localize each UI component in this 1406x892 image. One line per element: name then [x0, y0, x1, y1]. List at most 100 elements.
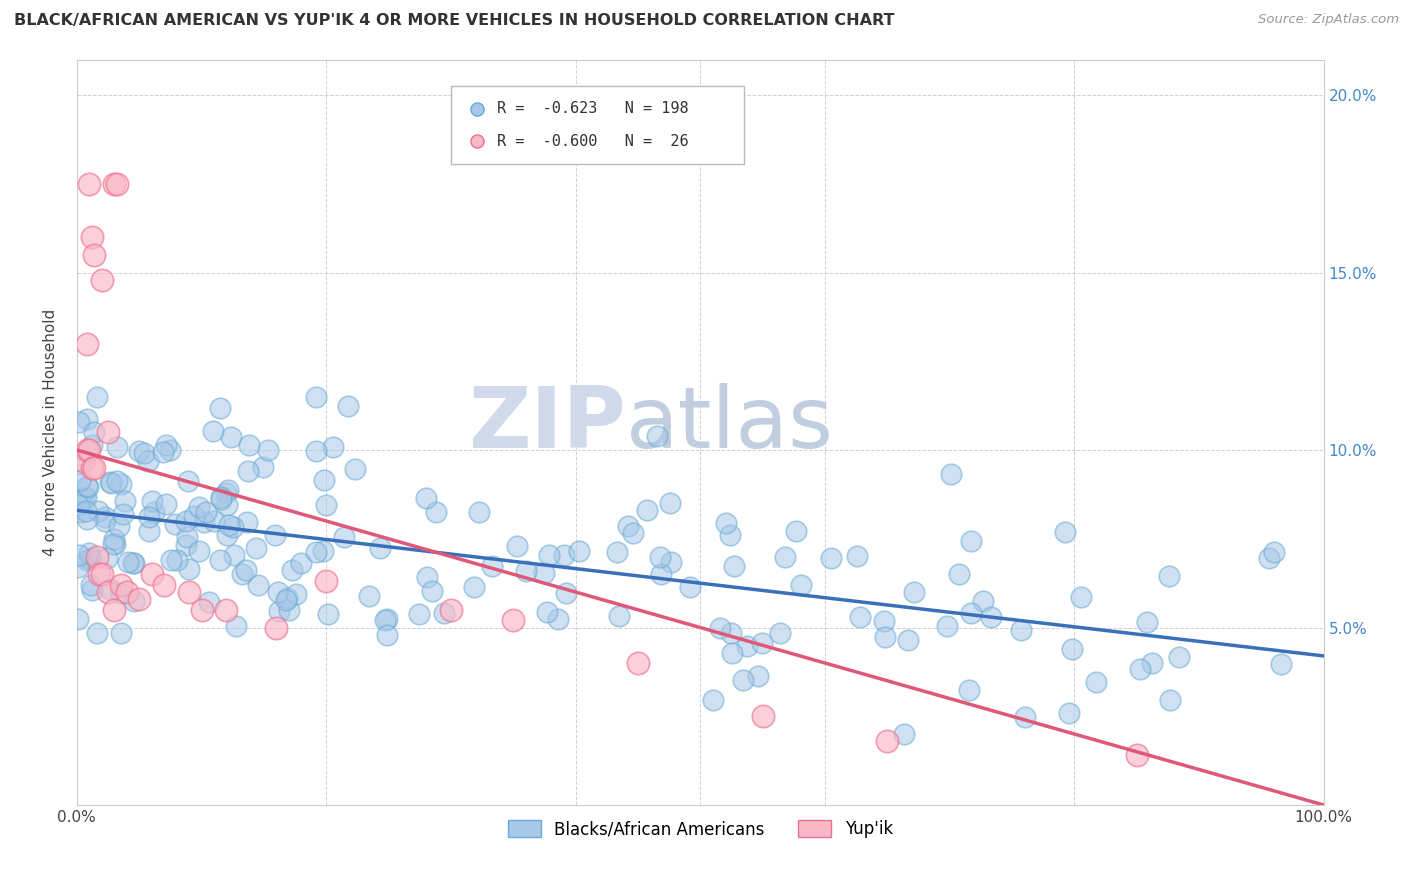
Point — [166, 553, 188, 567]
Point — [222, 520, 245, 534]
Point — [174, 538, 197, 552]
Point — [1159, 693, 1181, 707]
Point — [76, 479, 98, 493]
Point — [1125, 748, 1147, 763]
Point — [515, 564, 537, 578]
Point — [659, 555, 682, 569]
Point — [69, 505, 91, 519]
Point — [266, 621, 288, 635]
Point — [606, 545, 628, 559]
Point — [86, 625, 108, 640]
Point — [79, 443, 101, 458]
Point — [374, 613, 396, 627]
Point — [849, 610, 872, 624]
Point — [415, 491, 437, 505]
Point — [235, 563, 257, 577]
Point — [1258, 551, 1281, 566]
Point — [76, 512, 98, 526]
Point — [80, 583, 103, 598]
Text: R =  -0.600   N =  26: R = -0.600 N = 26 — [498, 134, 689, 149]
Point — [1129, 662, 1152, 676]
Point — [568, 544, 591, 558]
Point — [80, 550, 103, 565]
Point — [658, 496, 681, 510]
Point — [314, 473, 336, 487]
Point — [94, 514, 117, 528]
Point — [621, 525, 644, 540]
Point — [217, 483, 239, 497]
Point — [941, 467, 963, 481]
Point — [90, 273, 112, 287]
Point — [731, 673, 754, 687]
Point — [141, 567, 163, 582]
Point — [67, 498, 90, 512]
Point — [1168, 649, 1191, 664]
Point — [83, 425, 105, 439]
Point — [219, 430, 242, 444]
Point — [463, 580, 485, 594]
Point — [136, 454, 159, 468]
Point — [315, 574, 337, 589]
Point — [481, 559, 503, 574]
Point — [79, 551, 101, 566]
Point — [75, 504, 97, 518]
Point — [190, 603, 212, 617]
Point — [702, 693, 724, 707]
Point — [337, 399, 360, 413]
Point — [215, 603, 238, 617]
Point — [735, 640, 758, 654]
Point — [141, 493, 163, 508]
Point — [276, 591, 298, 606]
Point — [93, 509, 115, 524]
Point — [215, 498, 238, 512]
Legend: Blacks/African Americans, Yup'ik: Blacks/African Americans, Yup'ik — [501, 814, 900, 845]
Point — [103, 603, 125, 617]
Point — [440, 603, 463, 617]
Point — [266, 584, 288, 599]
Point — [714, 516, 737, 530]
Point — [721, 646, 744, 660]
Point — [90, 567, 112, 582]
Point — [177, 562, 200, 576]
Point — [278, 603, 301, 617]
Point — [547, 612, 569, 626]
Point — [751, 636, 773, 650]
Point — [122, 594, 145, 608]
Point — [1060, 641, 1083, 656]
Point — [80, 230, 103, 244]
Point — [187, 544, 209, 558]
Point — [155, 497, 177, 511]
Point — [1070, 590, 1092, 604]
Point — [67, 560, 90, 574]
Point — [110, 477, 132, 491]
Point — [214, 486, 236, 500]
Point — [769, 625, 792, 640]
Point — [533, 566, 555, 580]
Point — [82, 438, 104, 452]
Point — [1057, 706, 1080, 720]
Text: R =  -0.623   N = 198: R = -0.623 N = 198 — [498, 101, 689, 116]
Point — [110, 578, 132, 592]
Point — [183, 509, 205, 524]
FancyBboxPatch shape — [451, 86, 744, 164]
Point — [101, 536, 124, 550]
Point — [747, 669, 769, 683]
Point — [957, 683, 980, 698]
Point — [936, 618, 959, 632]
Point — [1270, 657, 1292, 671]
Point — [773, 549, 796, 564]
Point — [972, 594, 994, 608]
Point — [333, 530, 356, 544]
Point — [785, 524, 807, 539]
Point — [202, 514, 225, 528]
Point — [193, 516, 215, 530]
Point — [215, 528, 238, 542]
Point — [159, 442, 181, 457]
Point — [305, 443, 328, 458]
Point — [536, 605, 558, 619]
Point — [110, 586, 132, 600]
Point — [375, 628, 398, 642]
Point — [980, 609, 1002, 624]
Point — [468, 504, 491, 518]
Point — [238, 438, 260, 452]
